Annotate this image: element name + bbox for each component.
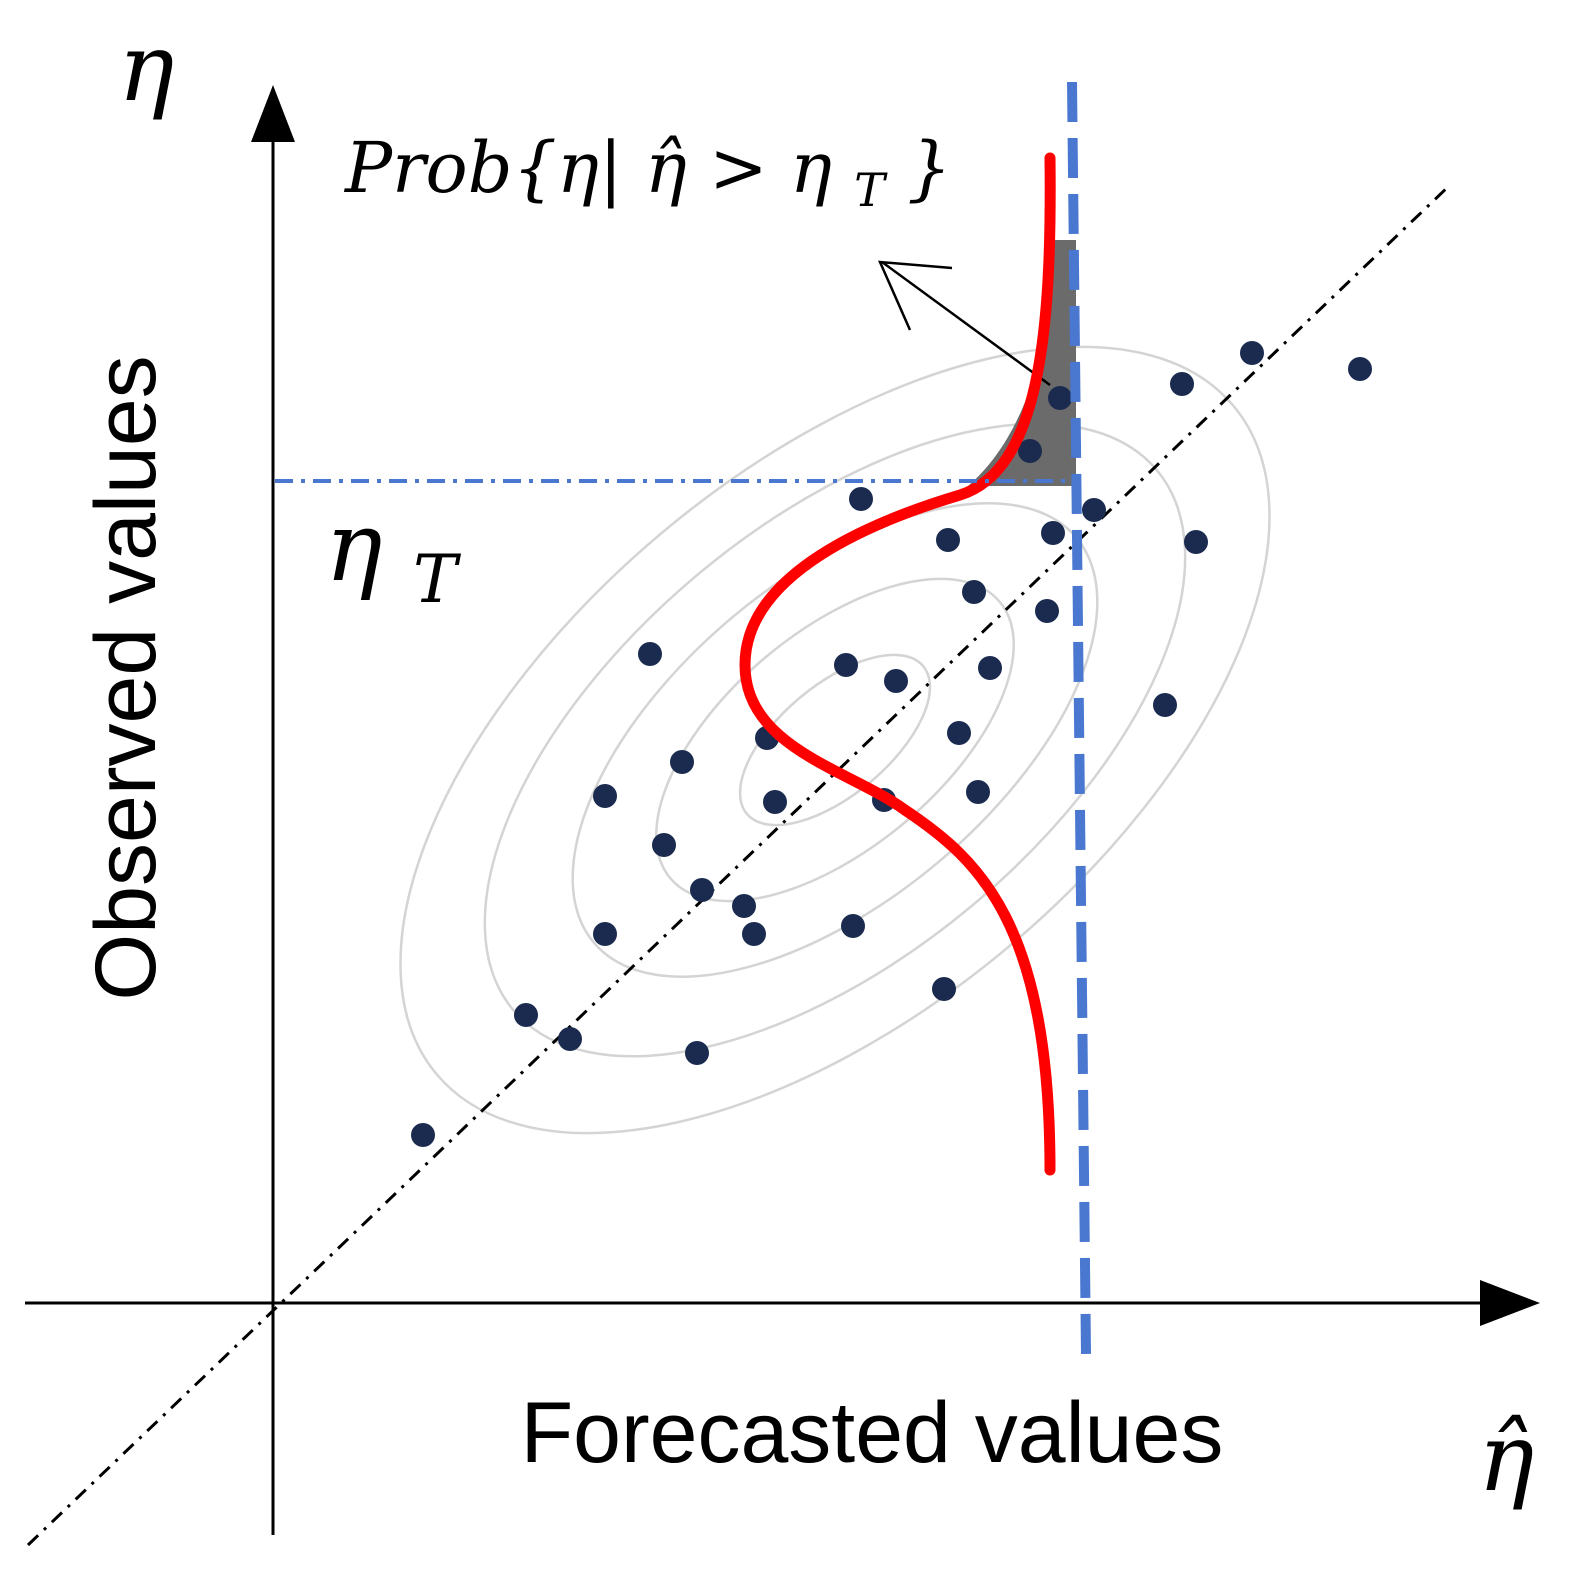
probability-label-mid: > η (709, 127, 832, 209)
scatter-point-4 (1048, 386, 1072, 410)
scatter-points (411, 341, 1372, 1147)
scatter-point-30 (841, 914, 865, 938)
scatter-point-9 (1041, 521, 1065, 545)
y-axis-title: Observed values (78, 355, 174, 1000)
scatter-point-5 (1018, 439, 1042, 463)
scatter-point-10 (1184, 530, 1208, 554)
x-axis-title: Forecasted values (521, 1385, 1224, 1481)
axes (25, 140, 1485, 1535)
scatter-point-15 (884, 669, 908, 693)
scatter-point-19 (947, 721, 971, 745)
scatter-point-7 (1082, 498, 1106, 522)
scatter-point-26 (690, 878, 714, 902)
scatter-point-24 (966, 780, 990, 804)
scatter-point-32 (514, 1003, 538, 1027)
probability-label-lead: Prob{η| (343, 127, 623, 209)
scatter-point-2 (1348, 357, 1372, 381)
scatter-point-12 (1035, 599, 1059, 623)
contour-group (399, 345, 1271, 1135)
scatter-point-28 (593, 922, 617, 946)
scatter-point-22 (763, 790, 787, 814)
contour-ellipse-outer (399, 345, 1271, 1135)
contour-ellipse-2 (655, 577, 1015, 903)
scatter-point-8 (936, 528, 960, 552)
pointer-arrow-icon (878, 260, 1051, 387)
contour-ellipse-inner (738, 653, 932, 827)
probability-label-hat: η̂ (645, 127, 687, 209)
y-axis-symbol: η (118, 14, 174, 123)
scatter-point-14 (834, 653, 858, 677)
probability-label-sub: T (854, 163, 888, 217)
scatter-point-17 (1153, 693, 1177, 717)
contour-ellipse-4 (483, 422, 1187, 1058)
scatter-point-11 (962, 580, 986, 604)
arrow-right-icon (1480, 1280, 1540, 1326)
threshold-vertical-line (1067, 81, 1091, 1356)
threshold-label-main: η (325, 491, 383, 603)
scatter-point-29 (742, 922, 766, 946)
scatter-point-13 (638, 642, 662, 666)
arrow-up-icon (251, 85, 295, 142)
scatter-point-16 (978, 656, 1002, 680)
scatter-point-3 (1170, 372, 1194, 396)
probability-label-tail: } (907, 127, 952, 209)
scatter-point-20 (670, 750, 694, 774)
x-axis-symbol: η̂ (1478, 1404, 1534, 1513)
scatter-point-33 (558, 1027, 582, 1051)
scatter-point-21 (593, 784, 617, 808)
one-to-one-line (26, 183, 1452, 1547)
scatter-point-25 (652, 833, 676, 857)
probability-label: Prob{η| η̂ > η T } (343, 127, 952, 223)
scatter-point-27 (732, 894, 756, 918)
threshold-label-sub: T (413, 541, 462, 618)
scatter-point-35 (411, 1123, 435, 1147)
scatter-point-31 (932, 977, 956, 1001)
scatter-point-1 (1240, 341, 1264, 365)
scatter-point-6 (849, 487, 873, 511)
scatter-point-34 (685, 1041, 709, 1065)
threshold-label: η T (325, 491, 462, 618)
conditional-density-curve (739, 152, 1056, 1176)
